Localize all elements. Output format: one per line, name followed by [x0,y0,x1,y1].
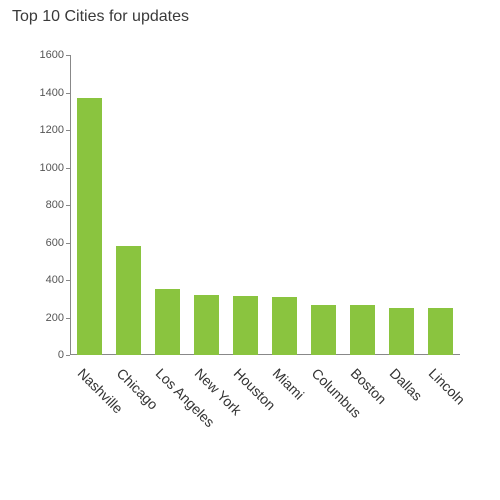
y-tick-mark [66,280,70,281]
x-tick-label: Lincoln [425,365,468,408]
y-tick-mark [66,355,70,356]
bar [194,295,218,355]
bar [311,305,335,355]
y-tick-label: 1000 [40,162,64,174]
chart-title: Top 10 Cities for updates [12,8,189,26]
y-tick-label: 800 [46,199,64,211]
y-tick-label: 600 [46,237,64,249]
y-tick-label: 1600 [40,49,64,61]
bar [389,308,413,355]
plot-area: 02004006008001000120014001600NashvilleCh… [70,55,460,355]
x-tick-label: Dallas [386,365,425,404]
y-tick-mark [66,205,70,206]
bar [428,308,452,355]
y-axis [70,55,71,355]
y-tick-label: 400 [46,274,64,286]
y-tick-label: 200 [46,312,64,324]
y-tick-mark [66,243,70,244]
bar [272,297,296,355]
y-tick-label: 0 [58,349,64,361]
y-tick-mark [66,93,70,94]
bar [116,246,140,355]
bar [233,296,257,355]
bar [155,289,179,355]
y-tick-mark [66,130,70,131]
y-tick-mark [66,318,70,319]
bar [77,98,101,355]
y-tick-label: 1200 [40,124,64,136]
bar [350,305,374,355]
y-tick-mark [66,168,70,169]
y-tick-label: 1400 [40,87,64,99]
y-tick-mark [66,55,70,56]
bar-chart: 02004006008001000120014001600NashvilleCh… [70,55,460,355]
